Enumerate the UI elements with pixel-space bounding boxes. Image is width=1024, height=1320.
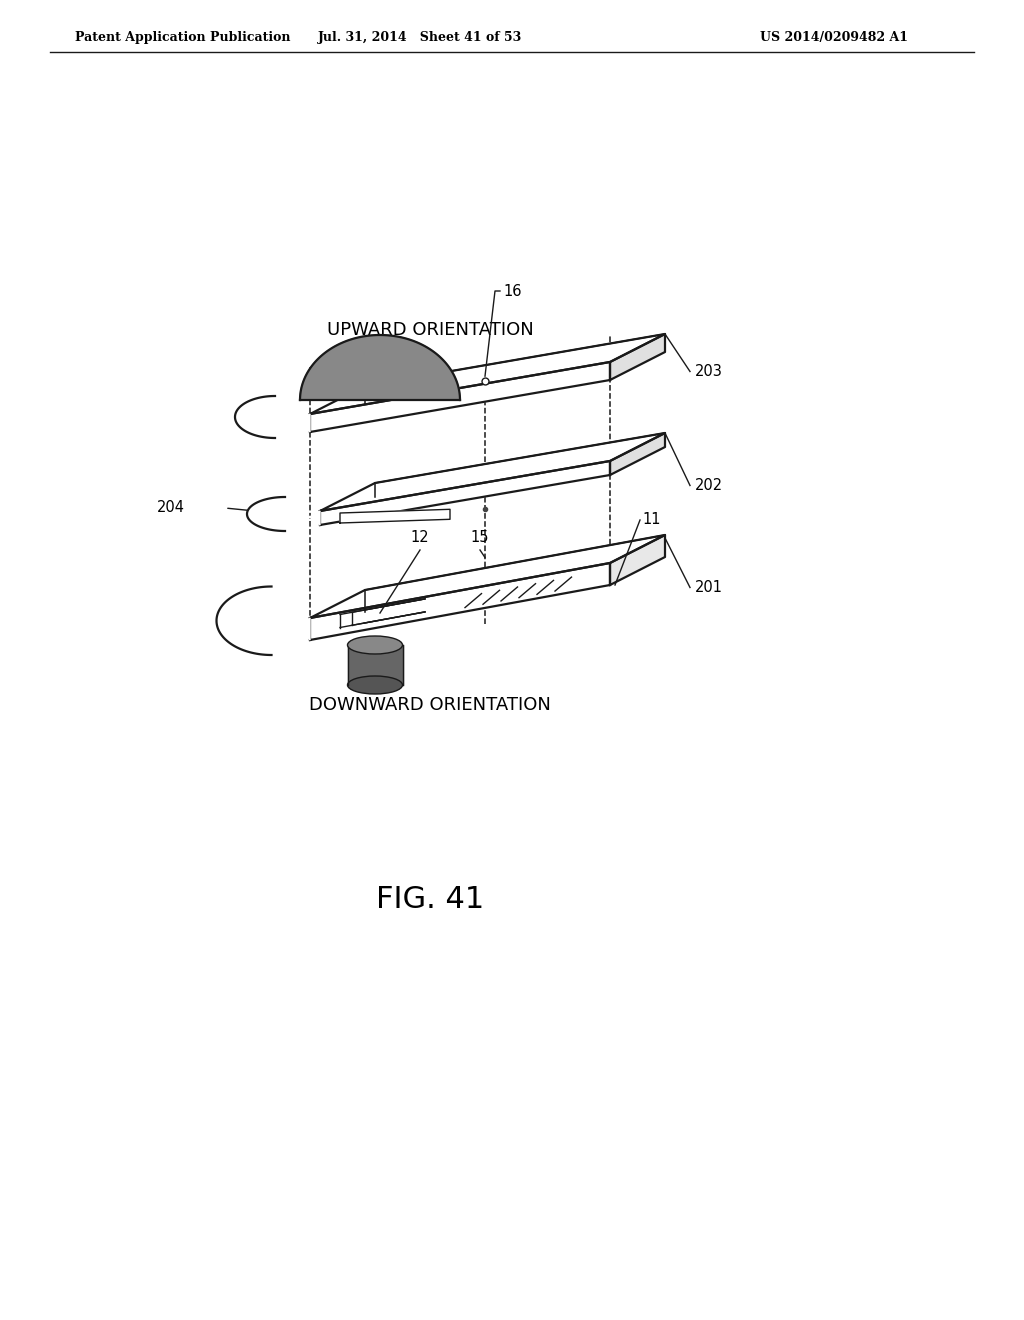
Polygon shape [319, 433, 665, 511]
Ellipse shape [347, 676, 402, 694]
Polygon shape [234, 396, 310, 438]
Text: 11: 11 [642, 512, 660, 528]
Polygon shape [310, 334, 665, 414]
Polygon shape [247, 498, 319, 531]
Polygon shape [340, 510, 450, 523]
Text: Patent Application Publication: Patent Application Publication [75, 30, 291, 44]
Polygon shape [216, 586, 310, 655]
Text: 202: 202 [695, 478, 723, 492]
Text: 16: 16 [503, 284, 521, 298]
Text: 204: 204 [157, 500, 185, 516]
Polygon shape [310, 564, 610, 640]
Polygon shape [319, 461, 610, 525]
Polygon shape [300, 335, 460, 400]
Text: 201: 201 [695, 579, 723, 595]
Polygon shape [610, 433, 665, 475]
Polygon shape [610, 334, 665, 380]
Polygon shape [610, 535, 665, 585]
Text: 15: 15 [471, 531, 489, 545]
Polygon shape [310, 362, 610, 432]
Text: US 2014/0209482 A1: US 2014/0209482 A1 [760, 30, 908, 44]
Text: 12: 12 [411, 531, 429, 545]
Text: Jul. 31, 2014   Sheet 41 of 53: Jul. 31, 2014 Sheet 41 of 53 [317, 30, 522, 44]
Text: 203: 203 [695, 364, 723, 379]
Ellipse shape [347, 636, 402, 653]
Polygon shape [310, 535, 665, 618]
Text: FIG. 41: FIG. 41 [376, 886, 484, 915]
Text: UPWARD ORIENTATION: UPWARD ORIENTATION [327, 321, 534, 339]
Polygon shape [347, 645, 402, 685]
Text: DOWNWARD ORIENTATION: DOWNWARD ORIENTATION [309, 696, 551, 714]
